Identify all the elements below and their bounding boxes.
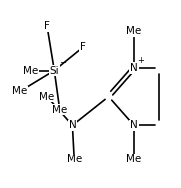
Text: Me: Me bbox=[23, 65, 38, 76]
Text: Me: Me bbox=[67, 154, 82, 164]
Text: F: F bbox=[80, 42, 86, 52]
Text: Me: Me bbox=[52, 105, 67, 115]
Text: Me: Me bbox=[126, 154, 142, 164]
Text: Me: Me bbox=[39, 92, 55, 102]
Text: Si: Si bbox=[49, 65, 59, 76]
Text: Me: Me bbox=[126, 26, 142, 36]
Text: Me: Me bbox=[12, 86, 28, 96]
Text: N: N bbox=[130, 63, 138, 73]
Text: +: + bbox=[137, 56, 144, 64]
Text: N: N bbox=[130, 120, 138, 130]
Text: −: − bbox=[59, 58, 66, 67]
Text: N: N bbox=[69, 120, 76, 130]
Text: F: F bbox=[44, 21, 50, 31]
